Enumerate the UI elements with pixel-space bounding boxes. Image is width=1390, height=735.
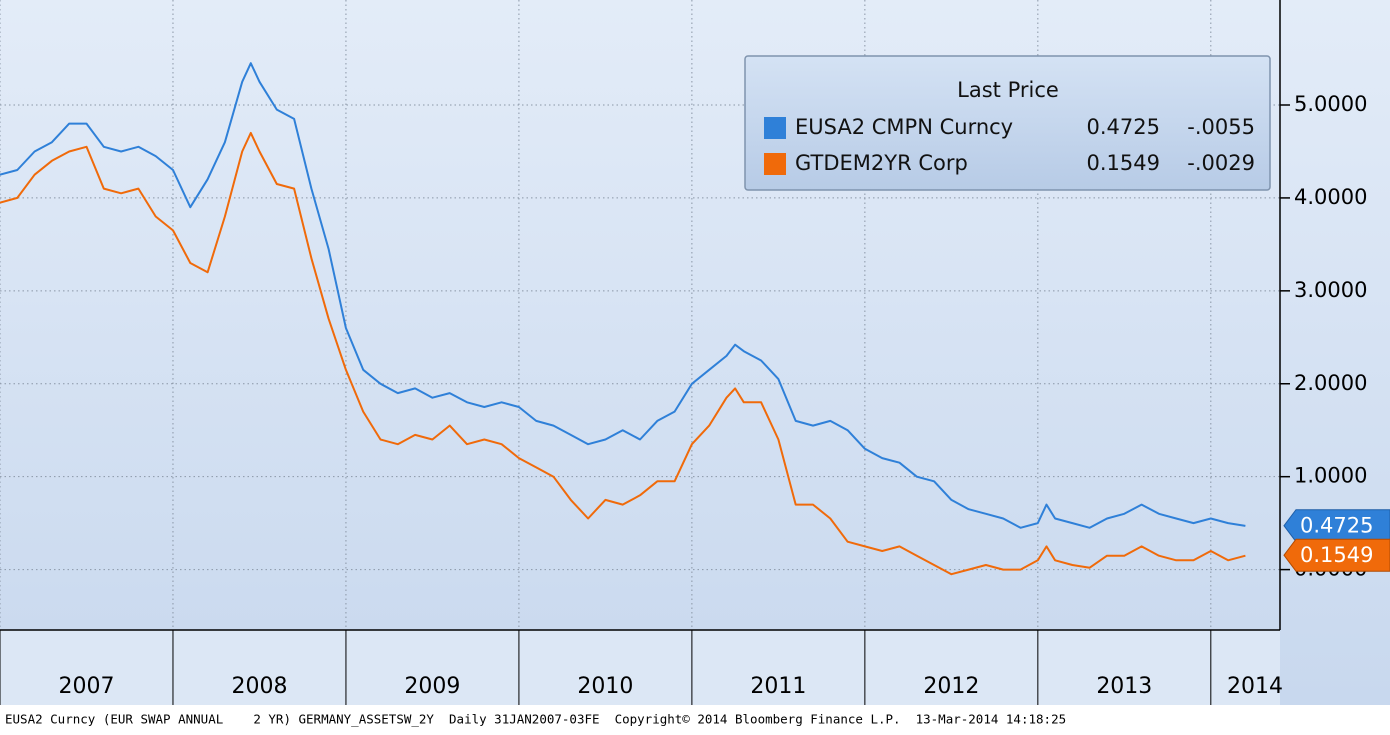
x-tick-label: 2009 [404, 674, 460, 699]
y-tick-label: 5.0000 [1294, 92, 1367, 116]
axes: 0.00001.00002.00003.00004.00005.00002007… [0, 92, 1390, 705]
last-price-flag [1283, 538, 1390, 572]
y-tick-label: 2.0000 [1294, 371, 1367, 395]
y-tick-label: 3.0000 [1294, 278, 1367, 302]
legend-change: -.0029 [1187, 151, 1255, 175]
x-tick-label: 2011 [750, 674, 806, 699]
legend-last: 0.1549 [1087, 151, 1160, 175]
x-tick-label: 2014 [1227, 674, 1283, 699]
legend-change: -.0055 [1187, 115, 1255, 139]
y-tick-label: 1.0000 [1294, 464, 1367, 488]
legend-title: Last Price [957, 78, 1059, 102]
series-line [0, 62, 1246, 529]
x-tick-label: 2012 [923, 674, 979, 699]
series-line [0, 131, 1246, 576]
x-tick-label: 2007 [58, 674, 114, 699]
x-tick-label: 2013 [1096, 674, 1152, 699]
legend-last: 0.4725 [1087, 115, 1160, 139]
legend-label: GTDEM2YR Corp [795, 151, 968, 175]
x-axis-band [0, 630, 1280, 705]
x-tick-label: 2010 [577, 674, 633, 699]
legend: Last Price EUSA2 CMPN Curncy 0.4725 -.0055… [744, 55, 1271, 191]
last-price-label: 0.4725 [1300, 514, 1373, 538]
footer-band [0, 705, 1390, 735]
footer: EUSA2 Curncy (EUR SWAP ANNUAL 2 YR) GERM… [5, 712, 1066, 727]
legend-swatch [764, 117, 786, 139]
plot [0, 62, 1246, 576]
y-tick-label: 4.0000 [1294, 185, 1367, 209]
legend-label: EUSA2 CMPN Curncy [795, 115, 1013, 139]
last-price-flag [1283, 509, 1390, 543]
legend-swatch [764, 153, 786, 175]
last-price-label: 0.1549 [1300, 543, 1373, 567]
legend-box [744, 55, 1271, 191]
x-tick-label: 2008 [231, 674, 287, 699]
